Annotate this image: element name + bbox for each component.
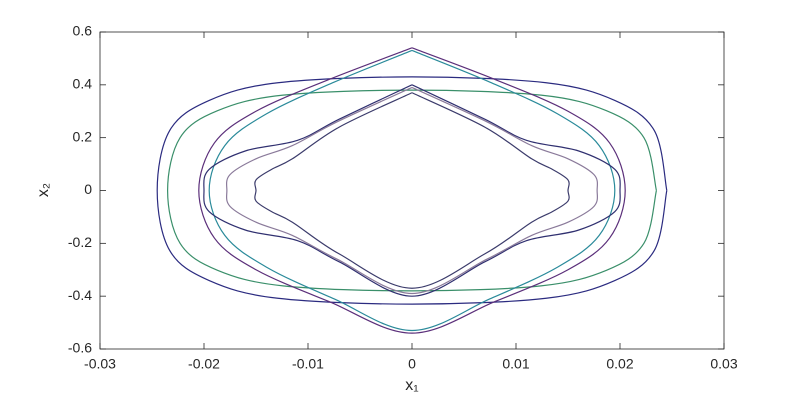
trajectory [203,84,621,297]
x-tick-label: 0.02 [606,356,633,372]
y-tick-label: -0.2 [68,234,92,250]
y-tick-label: 0.6 [73,23,93,39]
plot-area [99,31,725,350]
x-axis-label: x₁ [405,377,418,394]
trajectory [225,86,599,295]
y-tick-label: -0.4 [68,287,92,303]
x-tick-label: -0.01 [292,356,324,372]
x-tick-label: 0.03 [710,356,737,372]
x-tick-label: -0.03 [84,356,116,372]
y-tick-label: 0.4 [73,76,93,92]
y-tick-label: 0 [84,181,92,197]
x-tick-label: 0 [408,356,416,372]
trajectory [208,49,616,332]
trajectory [254,92,570,289]
y-tick-label: 0.2 [73,128,93,144]
y-tick-label: -0.6 [68,340,92,356]
y-axis-label: x₂ [35,183,52,197]
x-tick-label: -0.02 [188,356,220,372]
trajectory [198,47,626,334]
x-tick-label: 0.01 [502,356,529,372]
trajectory [156,76,668,305]
trajectory [166,89,657,292]
